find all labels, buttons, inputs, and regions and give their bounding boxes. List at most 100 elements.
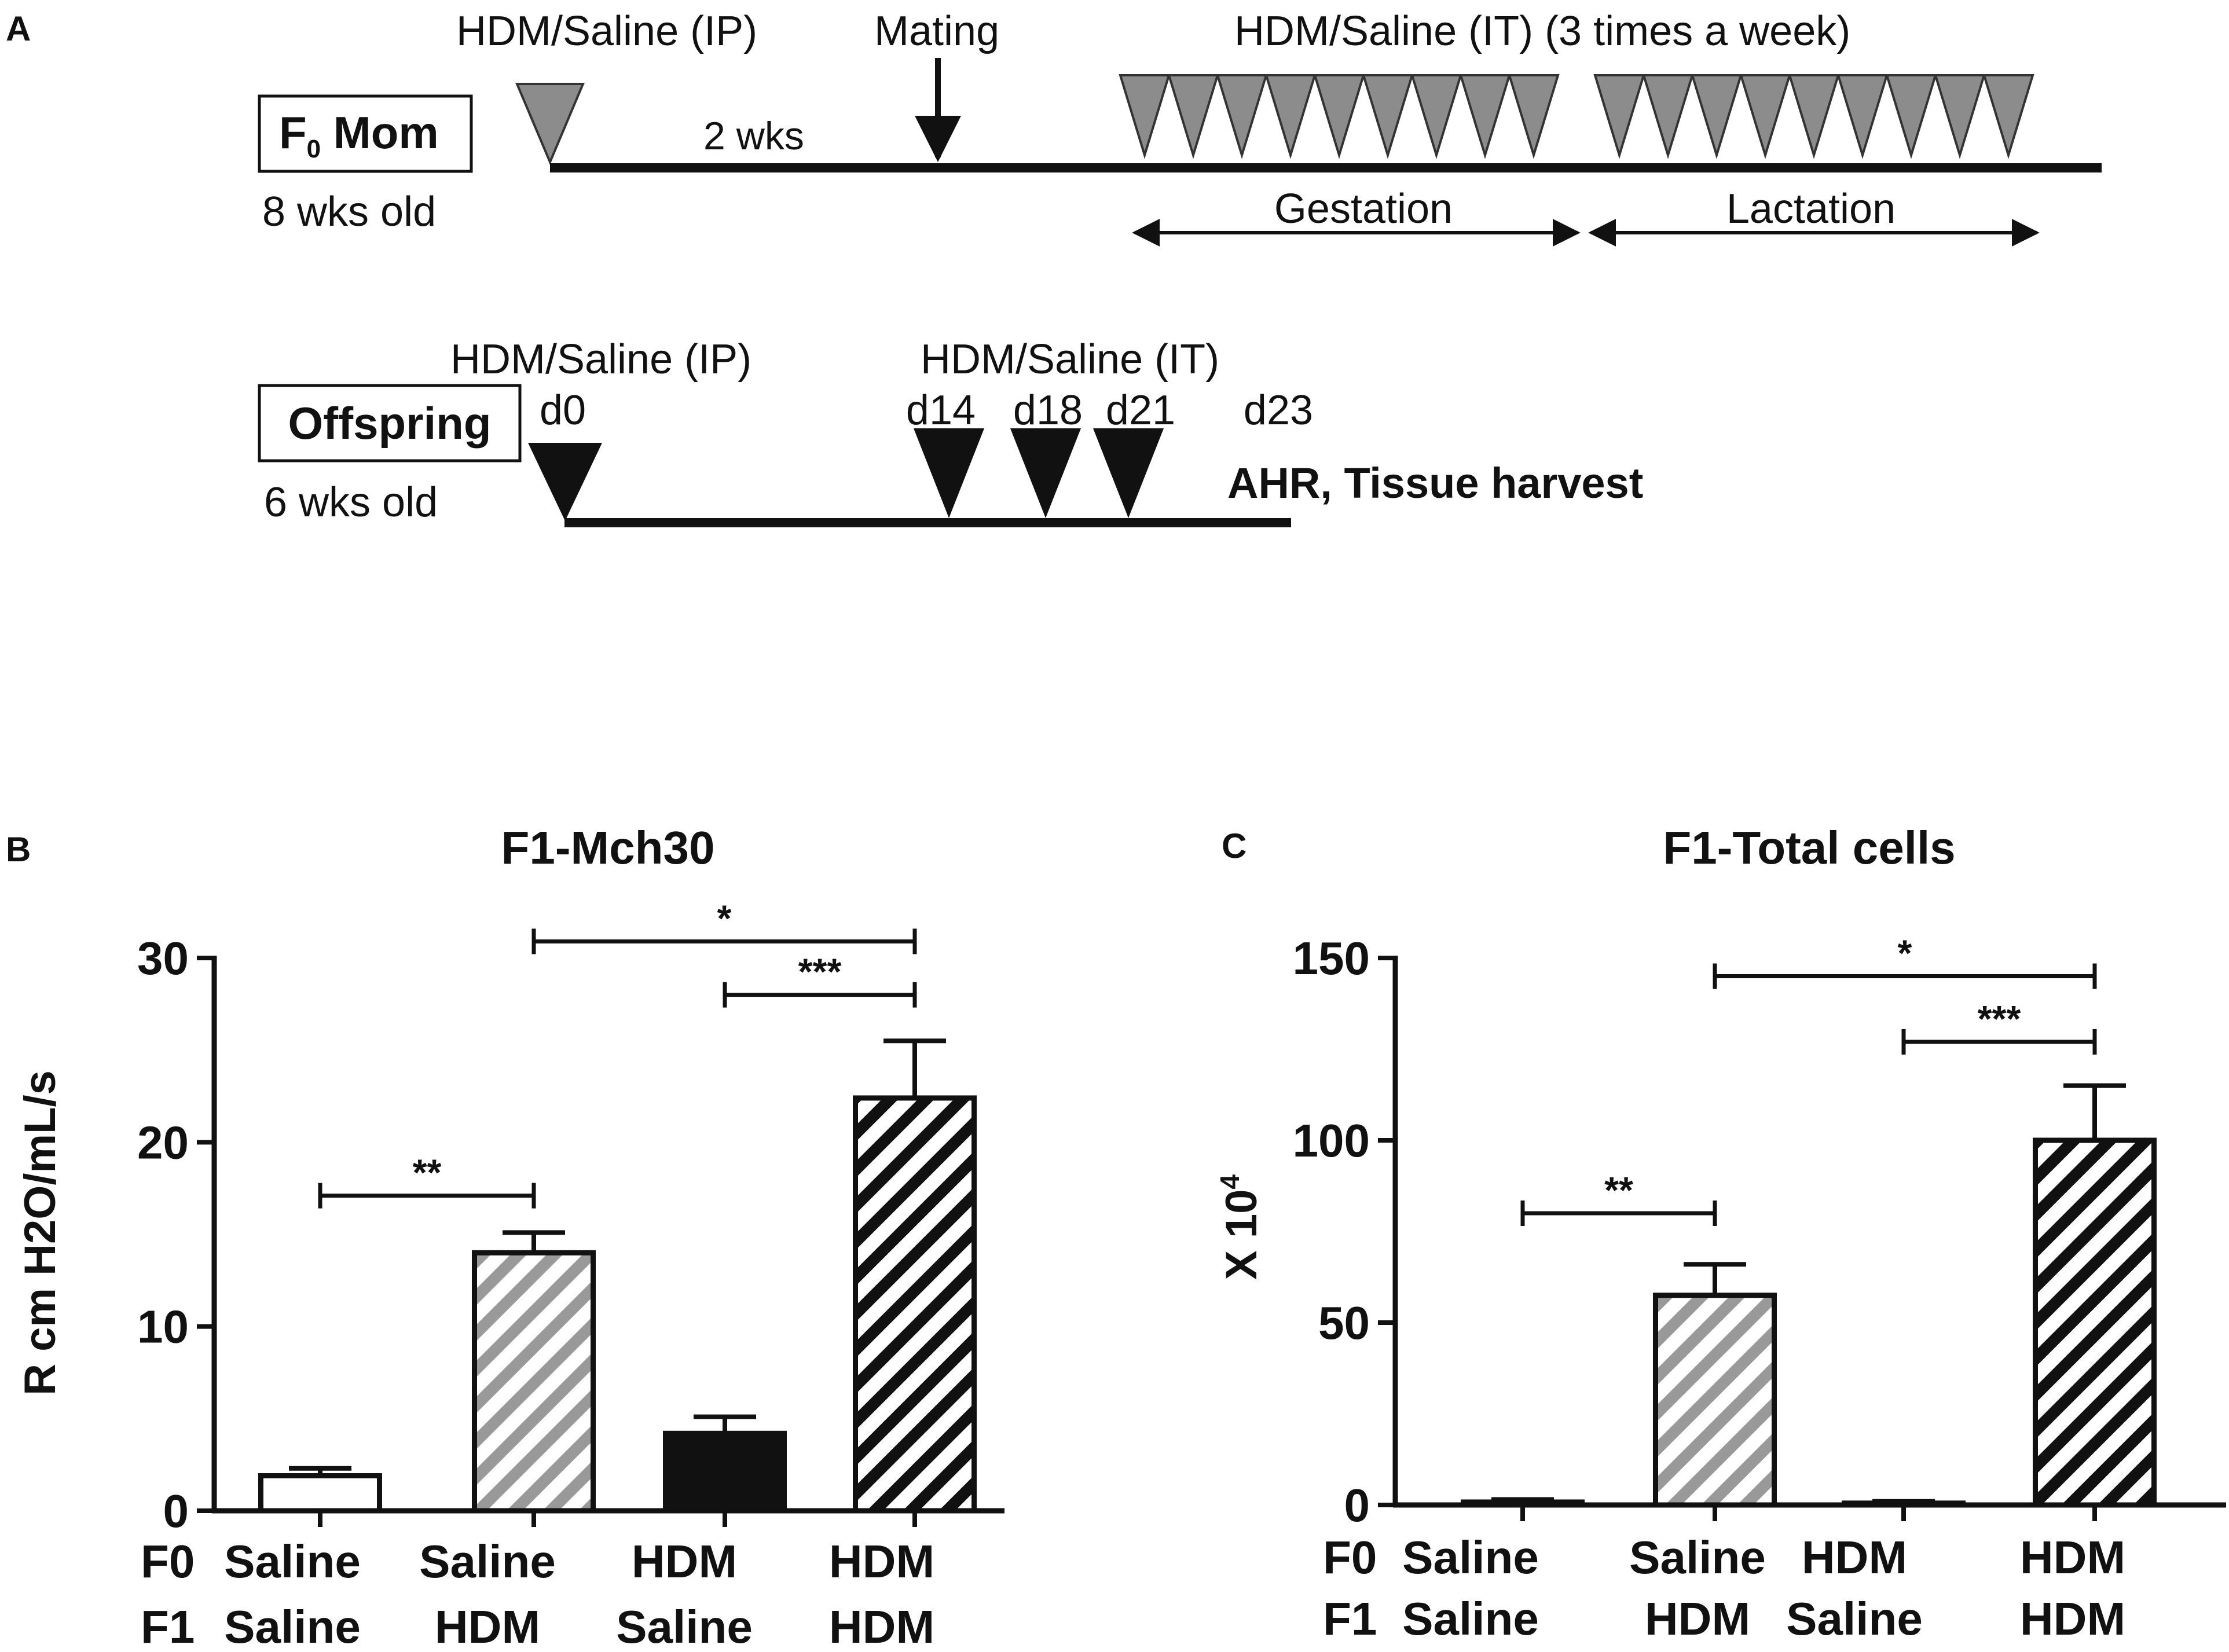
offspring-it-dose-d21: [1093, 428, 1164, 518]
lactation-dose-2: [1642, 74, 1694, 159]
chart-c-ylabel: X 104: [1215, 1174, 1266, 1280]
mom-it-label: HDM/Saline (IT) (3 times a week): [1234, 8, 1850, 54]
category-2-f0: Saline: [1629, 1532, 1766, 1583]
y-tick-label: 50: [1318, 1297, 1370, 1349]
bar-3: [663, 1430, 787, 1514]
panel-b-chart: B F1-Mch30 R cm H2O/mL/s F0 F1 0 10 20 30 *…: [6, 822, 1004, 1652]
sig-label-3: *: [1898, 933, 1912, 974]
chart-c-error-bars: [1491, 1083, 2126, 1504]
chart-b-category-labels: Saline Saline Saline HDM HDM Saline HDM HDM: [224, 1536, 934, 1652]
category-4-f0: HDM: [2020, 1532, 2125, 1583]
category-1-f1: Saline: [1402, 1593, 1539, 1644]
mom-ip-dose-marker: [515, 83, 585, 166]
category-3-f1: Saline: [616, 1601, 753, 1652]
mom-mating-label: Mating: [874, 8, 999, 54]
offspring-it-dose-d18: [1010, 428, 1081, 518]
panel-c-chart: C F1-Total cells X 104 F0 F1 0 50 100 150 *…: [1215, 822, 2226, 1644]
chart-b-ylabel: R cm H2O/mL/s: [16, 1070, 65, 1396]
chart-c-title: F1-Total cells: [1663, 822, 1955, 873]
category-2-f1: HDM: [435, 1601, 540, 1652]
y-tick-label: 30: [137, 933, 189, 984]
y-tick-label: 100: [1293, 1115, 1370, 1166]
panel-c-letter: C: [1222, 827, 1247, 865]
mom-label: F0 Mom: [279, 107, 439, 163]
offspring-it-dose-d14: [914, 428, 984, 518]
chart-b-title: F1-Mch30: [501, 822, 715, 873]
day-d23: d23: [1244, 387, 1313, 434]
bar-4: [853, 1095, 977, 1514]
category-4-f1: HDM: [2020, 1593, 2125, 1644]
offspring-label: Offspring: [288, 398, 492, 449]
offspring-age: 6 wks old: [264, 479, 438, 526]
chart-c-row-label-f1: F1: [1323, 1593, 1377, 1644]
chart-b-row-label-f1: F1: [141, 1601, 195, 1652]
mom-interval-label: 2 wks: [703, 114, 804, 158]
gestation-dose-9: [1508, 74, 1560, 159]
lactation-dose-8: [1934, 74, 1986, 159]
endpoint-label: AHR, Tissue harvest: [1227, 459, 1643, 507]
chart-c-category-labels: Saline Saline Saline HDM HDM Saline HDM HDM: [1402, 1532, 2125, 1644]
gestation-dose-7: [1410, 74, 1462, 159]
bar-1: [1461, 1499, 1585, 1508]
gestation-dose-markers: [1119, 74, 1560, 159]
sig-label-2: ***: [798, 951, 842, 993]
category-4-f0: HDM: [829, 1536, 934, 1587]
panel-a-letter: A: [6, 9, 31, 48]
bar-1: [258, 1473, 382, 1514]
lactation-dose-1: [1593, 74, 1645, 159]
lactation-dose-markers: [1593, 74, 2034, 159]
sig-label-1: **: [413, 1152, 442, 1194]
chart-c-row-label-f0: F0: [1323, 1532, 1377, 1583]
lactation-dose-7: [1885, 74, 1937, 159]
mom-label-box: [258, 94, 473, 173]
chart-b-significance: ******: [318, 897, 917, 1209]
panel-a: A F0 Mom 8 wks old HDM/Saline (IP) Matin…: [6, 8, 2102, 527]
y-tick-label: 150: [1293, 933, 1370, 984]
y-tick-label: 0: [163, 1485, 189, 1537]
day-d18: d18: [1013, 387, 1083, 434]
gestation-dose-3: [1216, 74, 1268, 159]
chart-c-bars: [1461, 1137, 2157, 1508]
day-d14: d14: [906, 387, 976, 434]
category-2-f1: HDM: [1645, 1593, 1750, 1644]
offspring-label-box: [258, 384, 522, 462]
bar-4: [2033, 1137, 2157, 1508]
offspring-it-label: HDM/Saline (IT): [921, 336, 1219, 383]
category-2-f0: Saline: [419, 1536, 556, 1587]
chart-b-error-bars: [289, 1038, 946, 1476]
gestation-dose-2: [1167, 74, 1219, 159]
lactation-dose-3: [1691, 74, 1743, 159]
day-d0: d0: [540, 387, 586, 434]
y-tick-label: 20: [137, 1117, 189, 1168]
lactation-dose-6: [1836, 74, 1889, 159]
category-3-f1: Saline: [1786, 1593, 1923, 1644]
category-1-f1: Saline: [224, 1601, 361, 1652]
category-3-f0: HDM: [632, 1536, 737, 1587]
lactation-dose-9: [1982, 74, 2034, 159]
chart-b-bars: [258, 1095, 977, 1514]
gestation-dose-5: [1313, 74, 1365, 159]
bar-2: [472, 1250, 596, 1514]
panel-b-letter: B: [6, 830, 31, 869]
y-tick-label: 10: [137, 1301, 189, 1353]
category-1-f0: Saline: [1402, 1532, 1539, 1583]
gestation-dose-8: [1459, 74, 1511, 159]
category-1-f0: Saline: [224, 1536, 361, 1587]
lactation-dose-5: [1788, 74, 1840, 159]
y-tick-label: 0: [1344, 1480, 1370, 1531]
gestation-dose-6: [1362, 74, 1414, 159]
bar-2: [1653, 1293, 1777, 1508]
chart-b-row-label-f0: F0: [141, 1536, 195, 1587]
offspring-ip-label: HDM/Saline (IP): [450, 336, 751, 383]
offspring-ip-dose-marker: [528, 443, 602, 521]
category-4-f1: HDM: [829, 1601, 934, 1652]
mom-age: 8 wks old: [262, 189, 436, 235]
lactation-label: Lactation: [1726, 186, 1896, 232]
mom-timeline: F0 Mom 8 wks old HDM/Saline (IP) Mating …: [258, 8, 2102, 247]
sig-label-2: ***: [1978, 998, 2021, 1040]
sig-label-1: **: [1604, 1169, 1633, 1211]
lactation-dose-4: [1739, 74, 1791, 159]
offspring-timeline: Offspring 6 wks old HDM/Saline (IP) HDM/…: [258, 336, 1643, 527]
mom-ip-label: HDM/Saline (IP): [456, 8, 757, 54]
